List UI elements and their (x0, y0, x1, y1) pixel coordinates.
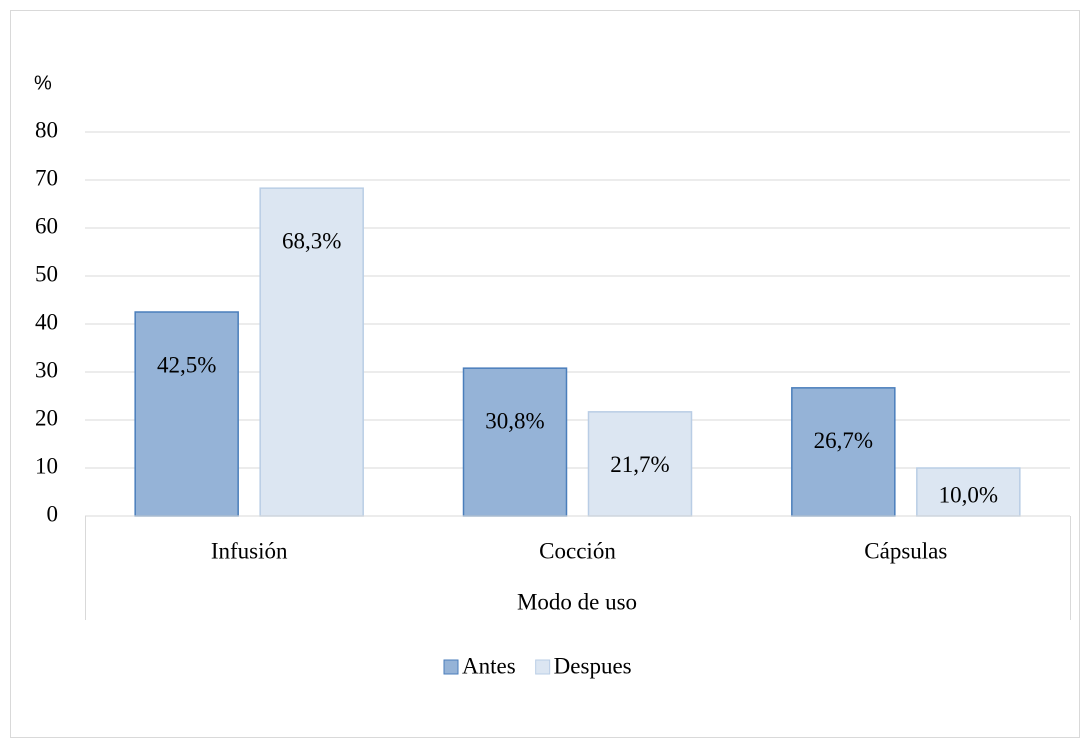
legend-label: Antes (462, 653, 516, 678)
x-tick-label: Cápsulas (864, 538, 947, 563)
y-tick-label: 0 (47, 501, 59, 526)
legend-swatch (443, 659, 459, 675)
y-tick-label: 10 (35, 453, 58, 478)
y-tick-label: 30 (35, 357, 58, 382)
y-tick-label: 60 (35, 213, 58, 238)
data-label: 10,0% (939, 482, 998, 507)
data-label: 26,7% (814, 428, 873, 453)
bar (916, 467, 1021, 517)
y-tick-label: 50 (35, 261, 58, 286)
x-tick-label: Cocción (539, 538, 616, 563)
y-tick-label: 80 (35, 117, 58, 142)
y-tick-label: 70 (35, 165, 58, 190)
bar (259, 187, 364, 517)
bar (791, 387, 896, 517)
x-tick-label: Infusión (211, 538, 288, 563)
data-label: 68,3% (282, 228, 341, 253)
y-axis-label: % (34, 72, 52, 94)
x-axis-label: Modo de uso (517, 589, 637, 614)
bar (587, 411, 693, 517)
bar (134, 311, 239, 517)
legend-label: Despues (554, 653, 632, 678)
y-tick-label: 20 (35, 405, 58, 430)
y-tick-label: 40 (35, 309, 58, 334)
legend-swatch (535, 659, 551, 675)
data-label: 30,8% (485, 408, 544, 433)
data-label: 42,5% (157, 352, 216, 377)
bar (462, 367, 568, 517)
data-label: 21,7% (610, 452, 669, 477)
